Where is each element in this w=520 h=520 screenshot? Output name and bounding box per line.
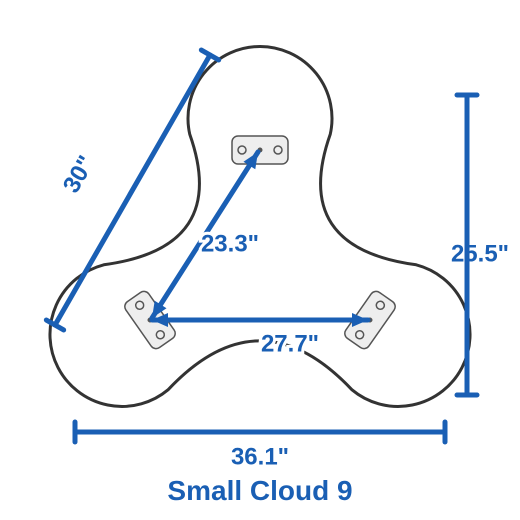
dimension-inner_diag: 23.3"23.3" bbox=[152, 152, 259, 318]
diagram-stage: 30" 25.5" 36.1" 23.3"23.3"27.7"27.7" Small C… bbox=[0, 0, 520, 520]
dimension-label: 30" bbox=[58, 151, 100, 197]
dimension-label: 27.7" bbox=[261, 330, 319, 357]
dimension-inner_base: 27.7"27.7" bbox=[152, 313, 368, 357]
mount-plate bbox=[232, 136, 288, 164]
dimension-label: 36.1" bbox=[231, 443, 289, 470]
dimension-height: 25.5" bbox=[451, 95, 509, 395]
dimension-label: 23.3" bbox=[201, 230, 259, 257]
product-title: Small Cloud 9 bbox=[167, 475, 352, 506]
diagram-svg: 30" 25.5" 36.1" 23.3"23.3"27.7"27.7" Small C… bbox=[0, 0, 520, 520]
dimension-label: 25.5" bbox=[451, 240, 509, 267]
dimension-width: 36.1" bbox=[75, 422, 445, 470]
